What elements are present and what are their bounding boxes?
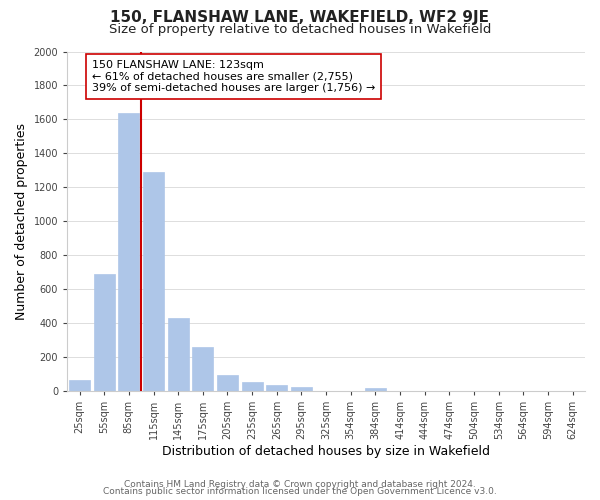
Text: Contains public sector information licensed under the Open Government Licence v3: Contains public sector information licen… xyxy=(103,487,497,496)
Bar xyxy=(266,386,287,390)
Bar xyxy=(94,274,115,390)
Bar xyxy=(242,382,263,390)
Text: 150, FLANSHAW LANE, WAKEFIELD, WF2 9JE: 150, FLANSHAW LANE, WAKEFIELD, WF2 9JE xyxy=(110,10,490,25)
Y-axis label: Number of detached properties: Number of detached properties xyxy=(15,122,28,320)
Text: Size of property relative to detached houses in Wakefield: Size of property relative to detached ho… xyxy=(109,22,491,36)
Bar xyxy=(291,387,312,390)
Text: 150 FLANSHAW LANE: 123sqm
← 61% of detached houses are smaller (2,755)
39% of se: 150 FLANSHAW LANE: 123sqm ← 61% of detac… xyxy=(92,60,375,93)
Bar xyxy=(69,380,90,390)
Bar xyxy=(118,112,139,390)
Bar xyxy=(167,318,188,390)
Bar xyxy=(143,172,164,390)
Bar xyxy=(365,388,386,390)
Bar xyxy=(217,376,238,390)
Text: Contains HM Land Registry data © Crown copyright and database right 2024.: Contains HM Land Registry data © Crown c… xyxy=(124,480,476,489)
X-axis label: Distribution of detached houses by size in Wakefield: Distribution of detached houses by size … xyxy=(162,444,490,458)
Bar xyxy=(193,348,213,391)
